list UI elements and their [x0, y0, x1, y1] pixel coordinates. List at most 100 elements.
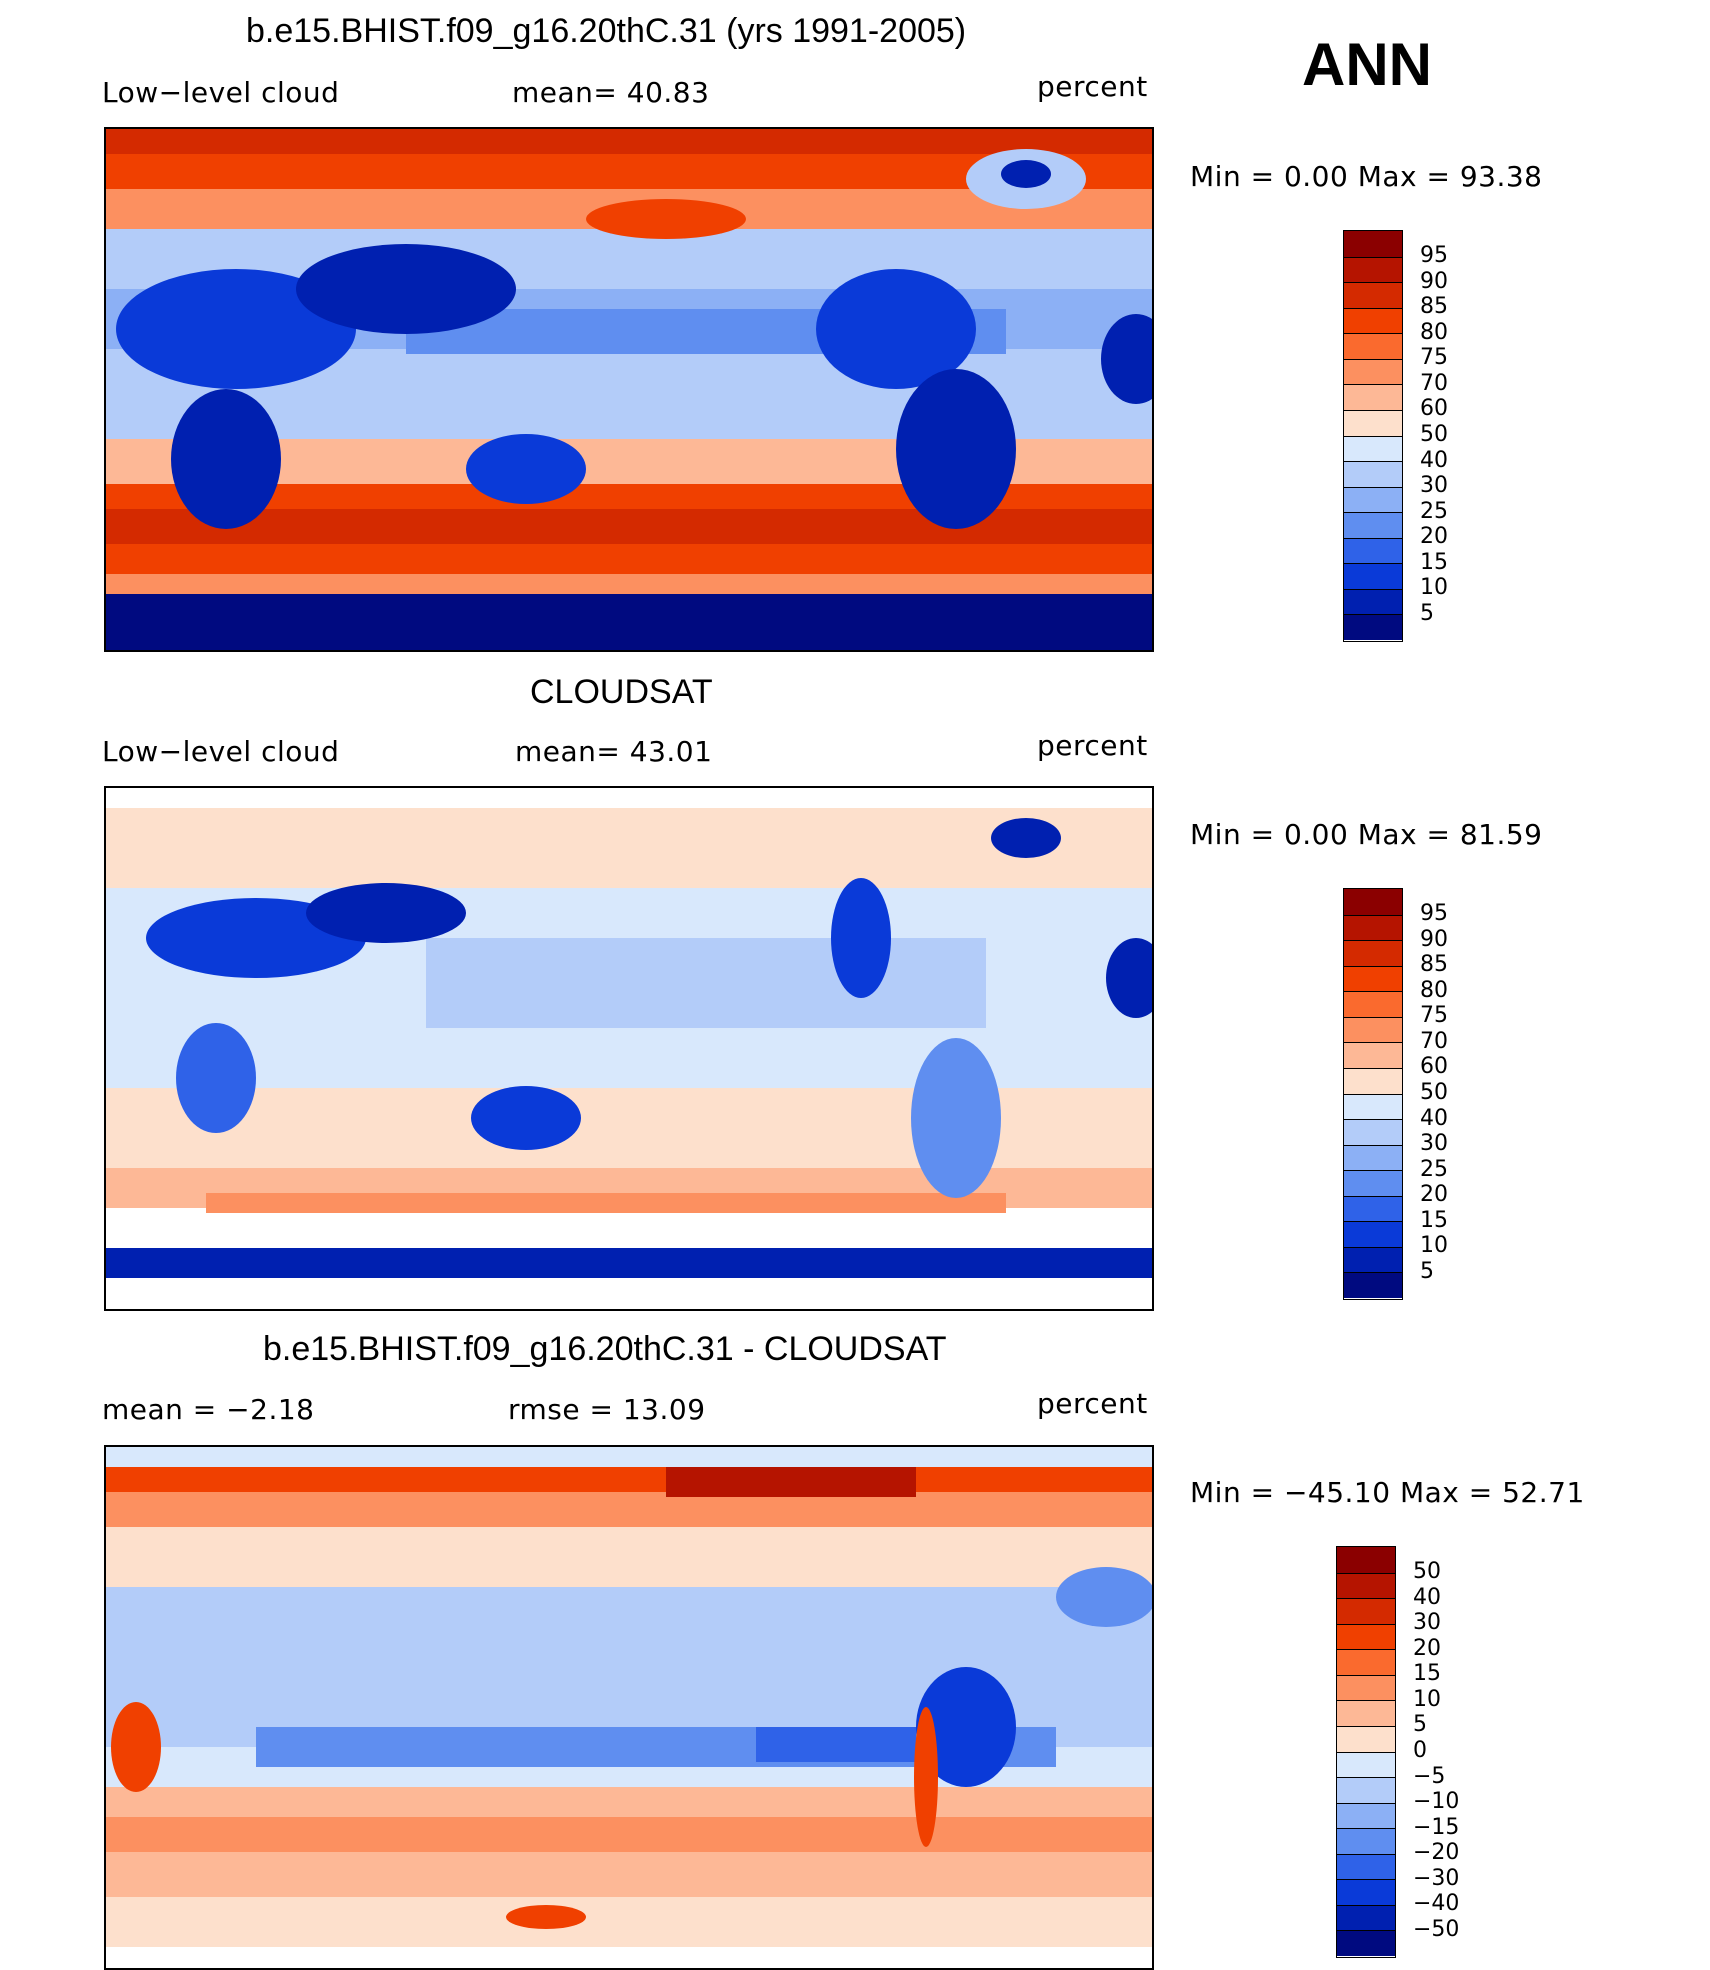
colorbar-swatch [1344, 231, 1402, 257]
panel2-map-field [106, 788, 1152, 1309]
colorbar-swatch [1337, 1700, 1395, 1726]
colorbar-swatch [1337, 1674, 1395, 1701]
colorbar-tick-label: 30 [1413, 1610, 1441, 1636]
panel3-min-max: Min = −45.10 Max = 52.71 [1190, 1476, 1585, 1509]
colorbar-swatch [1344, 914, 1402, 941]
panel1-units-label: percent [1037, 70, 1148, 103]
colorbar-tick-label: 20 [1413, 1635, 1441, 1661]
colorbar-tick-label: 90 [1420, 926, 1448, 952]
colorbar-swatch [1337, 1904, 1395, 1931]
colorbar-swatch [1344, 1272, 1402, 1298]
panel3-map-field [106, 1447, 1152, 1968]
colorbar-swatch [1344, 1246, 1402, 1273]
colorbar-swatch [1344, 940, 1402, 966]
colorbar-tick-label: 50 [1420, 1079, 1448, 1105]
panel2-colorbar [1343, 888, 1403, 1300]
colorbar-swatch [1344, 537, 1402, 564]
panel3-map [104, 1445, 1154, 1970]
colorbar-swatch [1344, 1119, 1402, 1145]
colorbar-tick-label: 60 [1420, 396, 1448, 422]
panel1-colorbar [1343, 230, 1403, 642]
colorbar-swatch [1344, 486, 1402, 513]
colorbar-tick-label: 30 [1420, 1131, 1448, 1157]
panel2-map [104, 786, 1154, 1311]
panel3-colorbar-labels: 50 40 30 20 15 10 5 0 −5 −10 −15 −20 −30 −40 −50 [1413, 1559, 1459, 1942]
colorbar-swatch [1337, 1547, 1395, 1573]
colorbar-swatch [1344, 1195, 1402, 1222]
colorbar-swatch [1337, 1623, 1395, 1650]
colorbar-tick-label: 5 [1420, 1258, 1434, 1284]
colorbar-swatch [1337, 1751, 1395, 1778]
panel3-mean-label: mean = −2.18 [102, 1393, 315, 1426]
panel2-units-label: percent [1037, 729, 1148, 762]
colorbar-swatch [1344, 588, 1402, 615]
colorbar-tick-label: 40 [1420, 447, 1448, 473]
colorbar-tick-label: 40 [1420, 1105, 1448, 1131]
panel1-map-field [106, 129, 1152, 650]
panel1-title: b.e15.BHIST.f09_g16.20thC.31 (yrs 1991-2… [246, 12, 967, 50]
colorbar-swatch [1337, 1879, 1395, 1905]
colorbar-swatch [1337, 1649, 1395, 1675]
panel1-min-max: Min = 0.00 Max = 93.38 [1190, 160, 1543, 193]
colorbar-swatch [1344, 889, 1402, 915]
colorbar-swatch [1344, 256, 1402, 283]
colorbar-tick-label: 70 [1420, 370, 1448, 396]
colorbar-tick-label: 20 [1420, 1182, 1448, 1208]
colorbar-swatch [1344, 384, 1402, 410]
colorbar-swatch [1344, 1042, 1402, 1068]
colorbar-tick-label: 80 [1420, 977, 1448, 1003]
colorbar-tick-label: 25 [1420, 498, 1448, 524]
panel2-variable-label: Low−level cloud [102, 735, 340, 768]
colorbar-swatch [1344, 358, 1402, 385]
colorbar-tick-label: 15 [1420, 1207, 1448, 1233]
colorbar-tick-label: 70 [1420, 1028, 1448, 1054]
panel2-colorbar-labels: 95 90 85 80 75 70 60 50 40 30 25 20 15 10 5 [1420, 901, 1448, 1284]
colorbar-swatch [1337, 1598, 1395, 1624]
colorbar-tick-label: 25 [1420, 1156, 1448, 1182]
colorbar-tick-label: 10 [1413, 1686, 1441, 1712]
colorbar-tick-label: 85 [1420, 952, 1448, 978]
colorbar-swatch [1344, 1221, 1402, 1247]
colorbar-tick-label: 5 [1413, 1712, 1427, 1738]
colorbar-tick-label: 75 [1420, 1003, 1448, 1029]
colorbar-tick-label: 15 [1413, 1661, 1441, 1687]
colorbar-tick-label: 10 [1420, 1233, 1448, 1259]
colorbar-swatch [1344, 307, 1402, 334]
season-label: ANN [1302, 31, 1432, 98]
colorbar-swatch [1344, 1144, 1402, 1171]
colorbar-tick-label: 5 [1420, 600, 1434, 626]
panel1-mean-label: mean= 40.83 [512, 76, 710, 109]
colorbar-swatch [1344, 409, 1402, 436]
colorbar-tick-label: 95 [1420, 243, 1448, 268]
colorbar-tick-label: 0 [1413, 1737, 1427, 1763]
colorbar-tick-label: 50 [1420, 421, 1448, 447]
colorbar-swatch [1344, 1170, 1402, 1196]
colorbar-tick-label: 80 [1420, 319, 1448, 345]
colorbar-tick-label: −5 [1413, 1763, 1446, 1789]
colorbar-swatch [1337, 1777, 1395, 1803]
colorbar-swatch [1337, 1853, 1395, 1880]
colorbar-tick-label: 60 [1420, 1054, 1448, 1080]
colorbar-tick-label: 15 [1420, 549, 1448, 575]
colorbar-tick-label: 75 [1420, 345, 1448, 371]
colorbar-tick-label: 30 [1420, 473, 1448, 499]
colorbar-swatch [1344, 282, 1402, 308]
colorbar-swatch [1344, 1067, 1402, 1094]
colorbar-swatch [1344, 965, 1402, 992]
colorbar-swatch [1337, 1725, 1395, 1752]
colorbar-tick-label: 85 [1420, 294, 1448, 320]
colorbar-tick-label: 20 [1420, 524, 1448, 550]
colorbar-swatch [1344, 991, 1402, 1017]
colorbar-tick-label: −30 [1413, 1865, 1460, 1891]
colorbar-tick-label: −20 [1413, 1840, 1460, 1866]
panel3-rmse-label: rmse = 13.09 [508, 1393, 706, 1426]
panel2-min-max: Min = 0.00 Max = 81.59 [1190, 818, 1543, 851]
colorbar-tick-label: 40 [1413, 1584, 1441, 1610]
colorbar-swatch [1344, 1016, 1402, 1043]
colorbar-tick-label: 95 [1420, 901, 1448, 926]
colorbar-swatch [1337, 1572, 1395, 1599]
panel3-colorbar [1336, 1546, 1396, 1958]
colorbar-tick-label: 10 [1420, 575, 1448, 601]
colorbar-tick-label: −15 [1413, 1814, 1460, 1840]
panel1-map [104, 127, 1154, 652]
